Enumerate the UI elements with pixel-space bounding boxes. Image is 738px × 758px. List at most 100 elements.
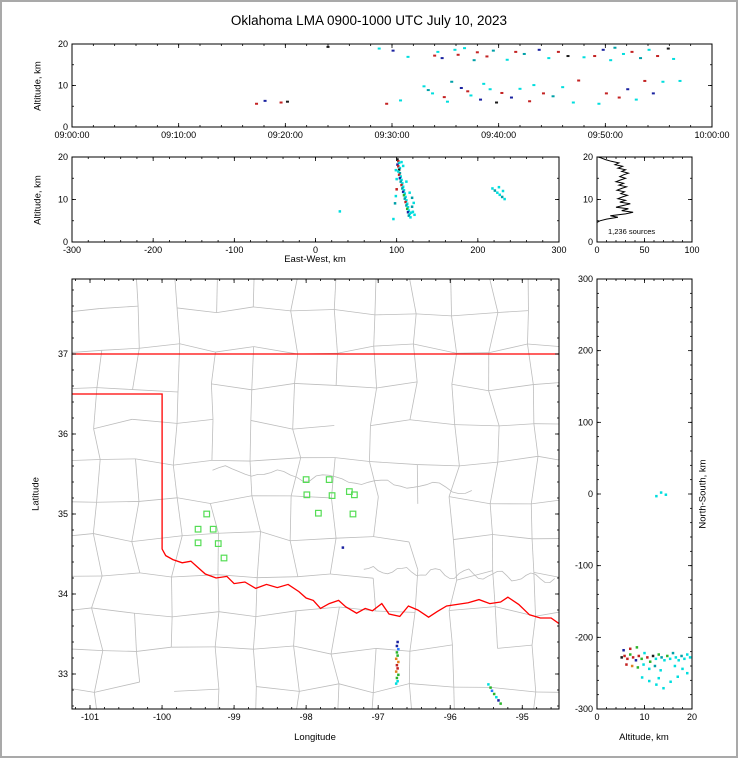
source-point (402, 194, 406, 197)
source-point (514, 50, 518, 53)
source-point (639, 57, 643, 60)
y-tick-label: 20 (58, 152, 68, 162)
source-point (593, 55, 597, 58)
panel-ns_height: 0 10 20 -300 -200 -100 0 100 200 300 (575, 274, 697, 722)
source-point (463, 47, 467, 50)
source-point (469, 94, 473, 97)
source-point (391, 49, 395, 52)
source-point (674, 656, 678, 659)
source-point (442, 96, 446, 99)
y-tick-label: -100 (575, 561, 593, 571)
source-point (407, 214, 411, 217)
source-point (394, 657, 398, 661)
source-point (532, 84, 536, 87)
ew-panel-xlabel: East-West, km (284, 254, 346, 265)
source-point (636, 666, 640, 669)
source-point (393, 202, 397, 205)
source-point (537, 48, 541, 51)
source-point (613, 46, 617, 49)
source-point (640, 676, 644, 679)
source-point (631, 656, 635, 659)
x-tick-label: 10:00:00 (694, 130, 729, 140)
source-point (401, 190, 405, 194)
source-point (404, 200, 407, 204)
lma-station-marker (194, 539, 202, 547)
x-tick-label: -101 (81, 712, 99, 722)
y-tick-label: 0 (63, 237, 68, 247)
source-point (499, 702, 502, 705)
source-point (582, 56, 586, 59)
source-point (436, 50, 440, 53)
source-point (397, 673, 400, 677)
source-count-label: 1,236 sources (608, 227, 656, 236)
source-point (326, 45, 330, 48)
source-point (395, 177, 398, 181)
source-point (401, 185, 405, 188)
source-point (490, 689, 494, 693)
source-point (663, 659, 666, 662)
source-point (672, 57, 676, 60)
source-point (661, 80, 665, 83)
source-point (669, 680, 672, 684)
lma-station-marker (303, 491, 311, 499)
y-tick-label: 300 (578, 274, 593, 284)
y-tick-label: 34 (58, 589, 68, 599)
source-point (626, 657, 629, 661)
source-point (405, 180, 408, 183)
source-point (648, 667, 651, 671)
lma-station-marker (314, 509, 322, 517)
source-point (440, 57, 444, 60)
source-point (487, 683, 490, 686)
source-point (399, 180, 402, 183)
y-tick-label: 0 (588, 237, 593, 247)
source-point (397, 170, 400, 173)
source-point (406, 211, 410, 214)
source-point (450, 80, 454, 83)
x-tick-label: -300 (63, 245, 81, 255)
source-point (392, 217, 395, 221)
lma-station-marker (214, 540, 222, 547)
source-point (500, 91, 504, 94)
source-point (411, 210, 415, 214)
altitude-histogram-line (597, 157, 634, 223)
panel-map: -101 -100 -99 -98 -97 -96 -95 33 34 35 36 37 (58, 278, 560, 722)
source-point (566, 55, 570, 58)
source-point (398, 166, 402, 170)
y-tick-label: 36 (58, 429, 68, 439)
source-point (405, 207, 409, 211)
source-point (395, 676, 399, 680)
axes-box (71, 156, 560, 243)
source-point (397, 660, 400, 664)
source-point (623, 654, 626, 658)
source-point (405, 204, 408, 207)
river-line (363, 566, 555, 584)
x-tick-label: 0 (594, 245, 599, 255)
source-point (655, 683, 658, 686)
source-point (668, 657, 672, 661)
axes-box (71, 43, 713, 128)
x-tick-label: 200 (470, 245, 485, 255)
source-point (493, 189, 497, 192)
source-point (456, 53, 460, 56)
source-point (422, 85, 426, 88)
source-point (497, 185, 501, 189)
source-point (629, 653, 632, 656)
source-point (431, 92, 435, 95)
source-point (666, 47, 670, 50)
source-point (394, 670, 398, 673)
source-point (401, 182, 404, 185)
time-panel-ylabel: Altitude, km (32, 61, 44, 111)
source-point (279, 101, 283, 104)
ns-panel-xlabel: Altitude, km (619, 732, 669, 743)
lma-station-marker (325, 476, 333, 483)
source-point (406, 55, 410, 58)
source-point (551, 95, 555, 98)
source-point (637, 654, 641, 658)
y-tick-label: 0 (588, 489, 593, 499)
x-tick-label: -97 (372, 712, 385, 722)
source-point (657, 676, 660, 680)
panel-time_height: 09:00:00 09:10:00 09:20:00 09:30:00 09:40:00… (54, 39, 729, 140)
source-point (634, 98, 638, 101)
axes-box (71, 278, 560, 710)
